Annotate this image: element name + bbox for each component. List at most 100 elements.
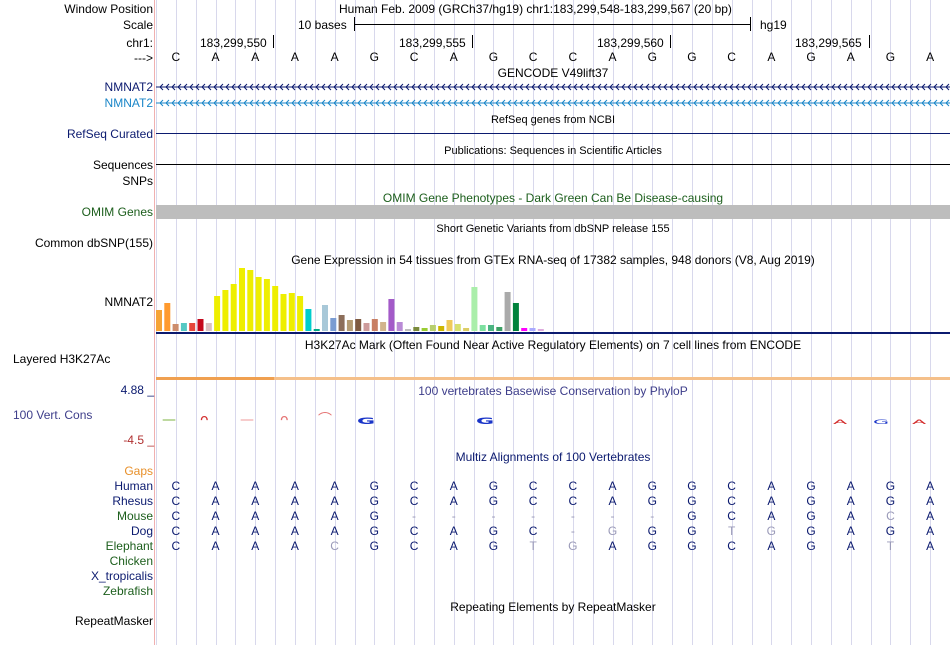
alignment-base: C xyxy=(727,539,736,553)
species-label[interactable]: Elephant xyxy=(105,539,153,553)
gtex-bar xyxy=(396,322,403,331)
h3k27ac-track-label[interactable]: Layered H3K27Ac xyxy=(13,352,111,366)
alignment-base: A xyxy=(767,509,776,523)
alignment-base: T xyxy=(727,524,736,538)
alignment-base: A xyxy=(251,509,260,523)
alignment-base: A xyxy=(926,539,935,553)
species-label[interactable]: Dog xyxy=(130,524,153,538)
alignment-base: G xyxy=(687,494,697,508)
phylop-glyph: G xyxy=(357,415,375,426)
phylop-max-label: 4.88 _ xyxy=(120,383,154,397)
phylop-track-label[interactable]: 100 Vert. Cons xyxy=(13,408,93,422)
dbsnp-track-title: Short Genetic Variants from dbSNP releas… xyxy=(436,223,670,235)
alignment-base: - xyxy=(610,509,615,523)
alignment-base: G xyxy=(488,524,499,538)
reference-base: A xyxy=(251,50,260,64)
gencode-gene-label[interactable]: NMNAT2 xyxy=(104,96,153,110)
alignment-base: A xyxy=(251,539,260,553)
alignment-base: C xyxy=(171,509,181,523)
phylop-glyph: ᴖ xyxy=(280,412,289,428)
gtex-track-label[interactable]: NMNAT2 xyxy=(104,295,153,309)
reference-base: A xyxy=(846,50,855,64)
alignment-base: A xyxy=(211,509,220,523)
omim-track-label[interactable]: OMIM Genes xyxy=(81,205,153,219)
alignment-base: A xyxy=(926,479,935,493)
h3k27ac-signal xyxy=(156,377,950,380)
alignment-base: G xyxy=(369,509,380,523)
alignment-base: G xyxy=(806,524,816,538)
publications-track-label[interactable]: Sequences xyxy=(92,158,153,172)
alignment-base: A xyxy=(926,509,935,523)
alignment-base: A xyxy=(290,524,299,538)
species-label[interactable]: Chicken xyxy=(109,554,153,568)
alignment-base: G xyxy=(766,524,777,538)
species-label[interactable]: Human xyxy=(114,479,153,493)
reference-base: A xyxy=(449,50,458,64)
reference-base: A xyxy=(926,50,935,64)
gencode-gene-label[interactable]: NMNAT2 xyxy=(104,80,153,94)
species-label[interactable]: X_tropicalis xyxy=(90,569,153,583)
gtex-bar xyxy=(355,319,362,331)
alignment-base: C xyxy=(528,479,538,493)
alignment-base: G xyxy=(806,539,816,553)
ruler-tick xyxy=(273,35,274,48)
alignment-base: G xyxy=(806,509,816,523)
alignment-base: G xyxy=(568,539,578,553)
chrom-label: chr1: xyxy=(126,36,153,50)
alignment-base: A xyxy=(767,494,776,508)
alignment-base: C xyxy=(171,524,181,538)
alignment-base: G xyxy=(647,479,657,493)
h3k27ac-peak xyxy=(156,377,274,380)
alignment-base: A xyxy=(330,479,339,493)
alignment-base: G xyxy=(806,479,816,493)
h3k27ac-track-title: H3K27Ac Mark (Often Found Near Active Re… xyxy=(304,338,802,352)
window-position-label: Window Position xyxy=(64,2,153,16)
alignment-base: G xyxy=(647,494,657,508)
alignment-base: A xyxy=(211,479,220,493)
reference-base: C xyxy=(409,50,419,64)
alignment-base: C xyxy=(409,494,419,508)
scale-value: 10 bases xyxy=(298,18,347,32)
repeatmasker-track-label[interactable]: RepeatMasker xyxy=(74,614,153,628)
alignment-base: C xyxy=(727,509,736,523)
gtex-bar xyxy=(338,315,345,331)
gtex-bar xyxy=(421,328,428,331)
alignment-base: A xyxy=(846,509,855,523)
refseq-track-label[interactable]: RefSeq Curated xyxy=(66,127,153,141)
ruler-position: 183,299,560 xyxy=(597,36,664,50)
phylop-glyph: ᴖ xyxy=(200,412,209,428)
phylop-glyph: — xyxy=(162,412,176,428)
alignment-base: G xyxy=(647,539,657,553)
alignment-base: - xyxy=(451,509,456,523)
alignment-base: A xyxy=(846,494,855,508)
alignment-base: A xyxy=(330,494,339,508)
reference-base: A xyxy=(330,50,339,64)
alignment-base: A xyxy=(330,524,339,538)
gtex-bar xyxy=(537,329,544,331)
publications-track-title: Publications: Sequences in Scientific Ar… xyxy=(444,145,662,157)
phylop-min-label: -4.5 _ xyxy=(123,433,154,447)
gtex-bar xyxy=(496,327,503,331)
alignment-base: A xyxy=(449,494,458,508)
alignment-base: A xyxy=(251,524,260,538)
species-label[interactable]: Zebrafish xyxy=(102,584,153,598)
species-label[interactable]: Mouse xyxy=(116,509,153,523)
alignment-base: C xyxy=(330,539,339,553)
alignment-base: C xyxy=(171,479,181,493)
scale-label: Scale xyxy=(122,18,153,32)
alignment-base: G xyxy=(885,479,896,493)
snps-track-label[interactable]: SNPs xyxy=(122,174,153,188)
gtex-bar xyxy=(305,309,312,331)
alignment-base: A xyxy=(608,494,617,508)
alignment-base: T xyxy=(886,539,895,553)
gtex-bar xyxy=(164,303,171,331)
dbsnp-track-label[interactable]: Common dbSNP(155) xyxy=(34,236,153,250)
gtex-bar xyxy=(512,303,519,331)
species-label[interactable]: Rhesus xyxy=(112,494,153,508)
gtex-bar xyxy=(471,287,478,331)
gencode-track-title: GENCODE V49lift37 xyxy=(497,66,609,80)
alignment-base: G xyxy=(687,479,697,493)
phylop-glyph: G xyxy=(476,415,494,426)
scale-bar-right-tick xyxy=(750,17,751,31)
